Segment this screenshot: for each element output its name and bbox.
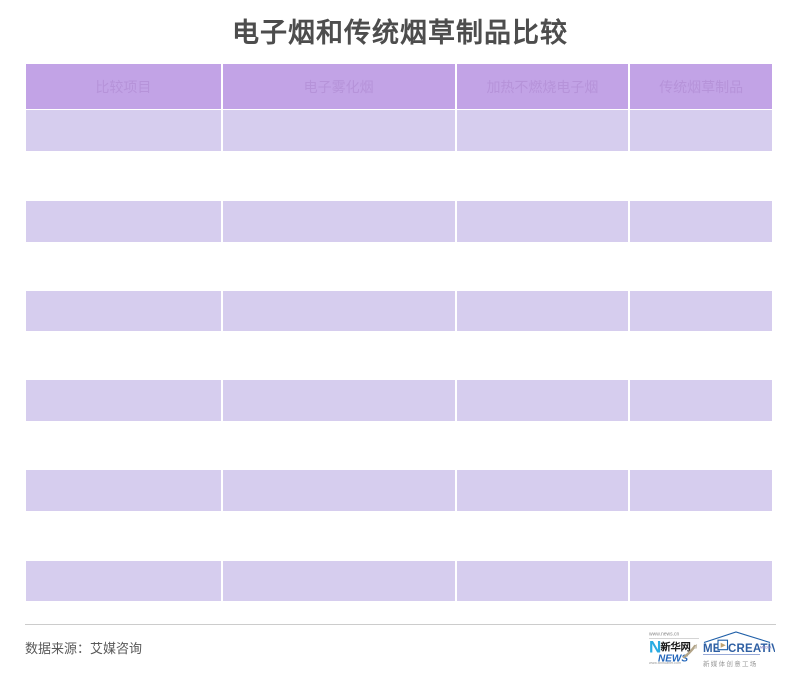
svg-text:www.xinhuanet.com: www.xinhuanet.com: [649, 661, 681, 664]
svg-text:新华网: 新华网: [661, 641, 691, 654]
svg-text:MEDIA: MEDIA: [760, 645, 772, 649]
svg-text:www.news.cn: www.news.cn: [649, 631, 680, 637]
